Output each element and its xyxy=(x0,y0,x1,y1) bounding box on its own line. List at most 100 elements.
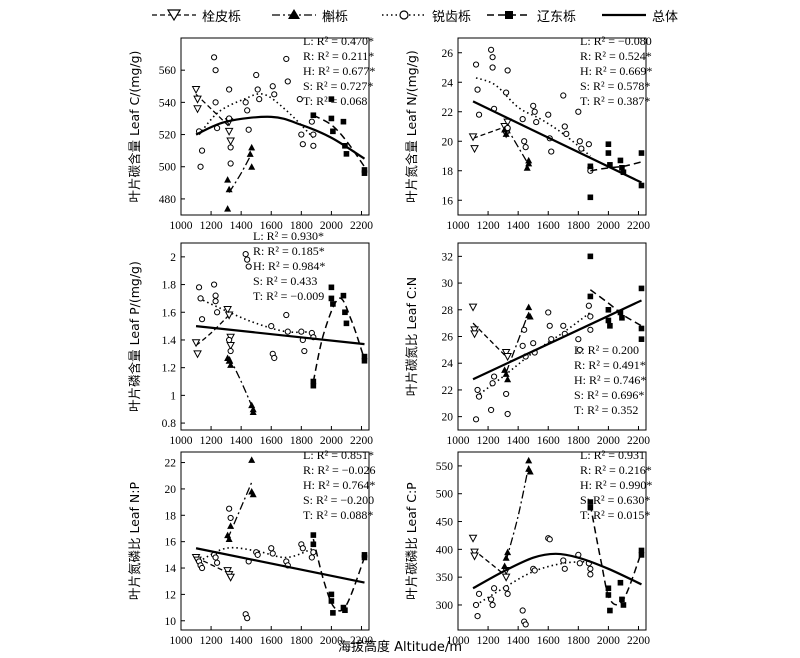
point-sharp xyxy=(245,126,252,133)
point-sharp xyxy=(504,590,511,597)
y-tick-label: 520 xyxy=(159,130,177,142)
y-tick-label: 560 xyxy=(159,65,177,77)
point-cork xyxy=(248,143,256,151)
point-sharp xyxy=(298,328,305,335)
r2-annotation: R: R² = 0.524* xyxy=(580,49,652,63)
point-liaodong xyxy=(587,504,594,511)
point-sharp xyxy=(531,567,538,574)
x-tick-label: 1800 xyxy=(290,220,313,232)
point-liaodong xyxy=(310,112,317,119)
point-sharp xyxy=(298,131,305,138)
point-sharp xyxy=(530,102,537,109)
point-sharp xyxy=(301,347,308,355)
y-tick-label: 1.2 xyxy=(162,363,177,375)
point-liaodong xyxy=(328,96,335,102)
point-liaodong xyxy=(638,325,645,332)
point-sharp xyxy=(284,78,291,85)
point-sharp xyxy=(310,131,317,138)
r2-annotation: T: R² = 0.088* xyxy=(303,508,373,522)
point-liaodong xyxy=(638,336,645,342)
point-sharp xyxy=(210,54,218,61)
fit-line-quercus xyxy=(195,556,230,574)
point-sharp xyxy=(548,148,555,155)
x-tick-label: 2000 xyxy=(320,220,343,232)
point-sharp xyxy=(490,585,498,592)
r2-annotation: R: R² = 0.216* xyxy=(580,463,652,477)
point-sharp xyxy=(503,585,510,592)
point-liaodong xyxy=(617,157,624,164)
y-tick-label: 30 xyxy=(442,278,454,290)
y-axis-label: 叶片碳含量 Leaf C/(mg/g) xyxy=(127,51,142,203)
point-sharp xyxy=(242,99,249,106)
point-sharp xyxy=(530,340,537,347)
point-cork xyxy=(504,548,512,556)
point-quercus xyxy=(468,534,478,543)
r2-annotation: T: R² = 0.068 xyxy=(303,94,367,108)
x-tick-label: 1200 xyxy=(200,435,223,447)
x-tick-label: 2200 xyxy=(627,220,650,232)
point-sharp xyxy=(269,550,276,557)
point-liaodong xyxy=(638,182,645,189)
point-sharp xyxy=(198,147,206,154)
y-tick-label: 14 xyxy=(165,563,177,575)
point-sharp xyxy=(560,322,567,329)
point-quercus xyxy=(191,339,201,348)
plot-frame xyxy=(180,451,370,631)
point-cork xyxy=(501,562,509,570)
point-sharp xyxy=(195,284,203,291)
y-tick-label: 540 xyxy=(159,97,177,109)
point-quercus xyxy=(193,95,202,104)
point-sharp xyxy=(490,373,498,380)
r2-annotation: S: R² = 0.727* xyxy=(303,79,373,93)
fit-line-liaodong xyxy=(590,161,642,172)
y-tick-label: 28 xyxy=(442,305,454,317)
point-sharp xyxy=(575,108,582,115)
point-sharp xyxy=(198,564,206,572)
point-sharp xyxy=(545,111,552,118)
point-liaodong xyxy=(361,353,368,360)
r2-annotation: S: R² = 0.630* xyxy=(580,493,650,507)
point-liaodong xyxy=(619,596,625,603)
point-sharp xyxy=(213,559,221,566)
point-sharp xyxy=(561,123,568,130)
point-sharp xyxy=(227,144,234,151)
x-tick-label: 2200 xyxy=(350,435,373,447)
x-tick-label: 2200 xyxy=(350,220,373,232)
x-tick-label: 2000 xyxy=(597,220,620,232)
fit-line-sharp xyxy=(198,297,314,334)
y-tick-label: 24 xyxy=(442,358,454,370)
x-tick-label: 1000 xyxy=(170,635,193,647)
point-sharp xyxy=(283,311,290,319)
y-tick-label: 10 xyxy=(165,616,177,628)
point-liaodong xyxy=(605,317,612,324)
point-liaodong xyxy=(605,141,612,147)
point-liaodong xyxy=(607,323,613,329)
point-sharp xyxy=(519,607,526,614)
plot-frame xyxy=(180,242,370,431)
point-sharp xyxy=(284,328,291,335)
point-sharp xyxy=(578,145,585,152)
y-tick-label: 2 xyxy=(170,252,176,264)
point-sharp xyxy=(212,554,219,561)
point-sharp xyxy=(587,326,594,333)
y-tick-label: 12 xyxy=(165,589,177,601)
x-tick-label: 1600 xyxy=(537,635,560,647)
r2-annotation: L: R² = 0.851* xyxy=(303,448,374,462)
point-sharp xyxy=(308,554,315,561)
fit-line-cork xyxy=(505,465,530,561)
point-liaodong xyxy=(638,150,645,156)
fit-line-liaodong xyxy=(312,114,366,168)
y-tick-label: 20 xyxy=(442,412,454,424)
point-sharp xyxy=(560,92,567,99)
point-sharp xyxy=(242,250,249,258)
y-tick-label: 550 xyxy=(436,461,454,473)
point-sharp xyxy=(472,601,480,609)
panel-CP: 1000 1200 1400 1600 1800 2000 2200 300 350 400 450… xyxy=(404,448,652,647)
legend-item-liaodong: 辽东栎 xyxy=(485,4,576,26)
legend-swatch-total xyxy=(602,13,646,17)
point-sharp xyxy=(299,141,306,148)
x-tick-label: 1000 xyxy=(170,435,193,447)
fit-line-cork xyxy=(228,150,254,193)
legend-item-sharp: 锐齿栎 xyxy=(380,4,471,26)
point-sharp xyxy=(531,108,538,115)
